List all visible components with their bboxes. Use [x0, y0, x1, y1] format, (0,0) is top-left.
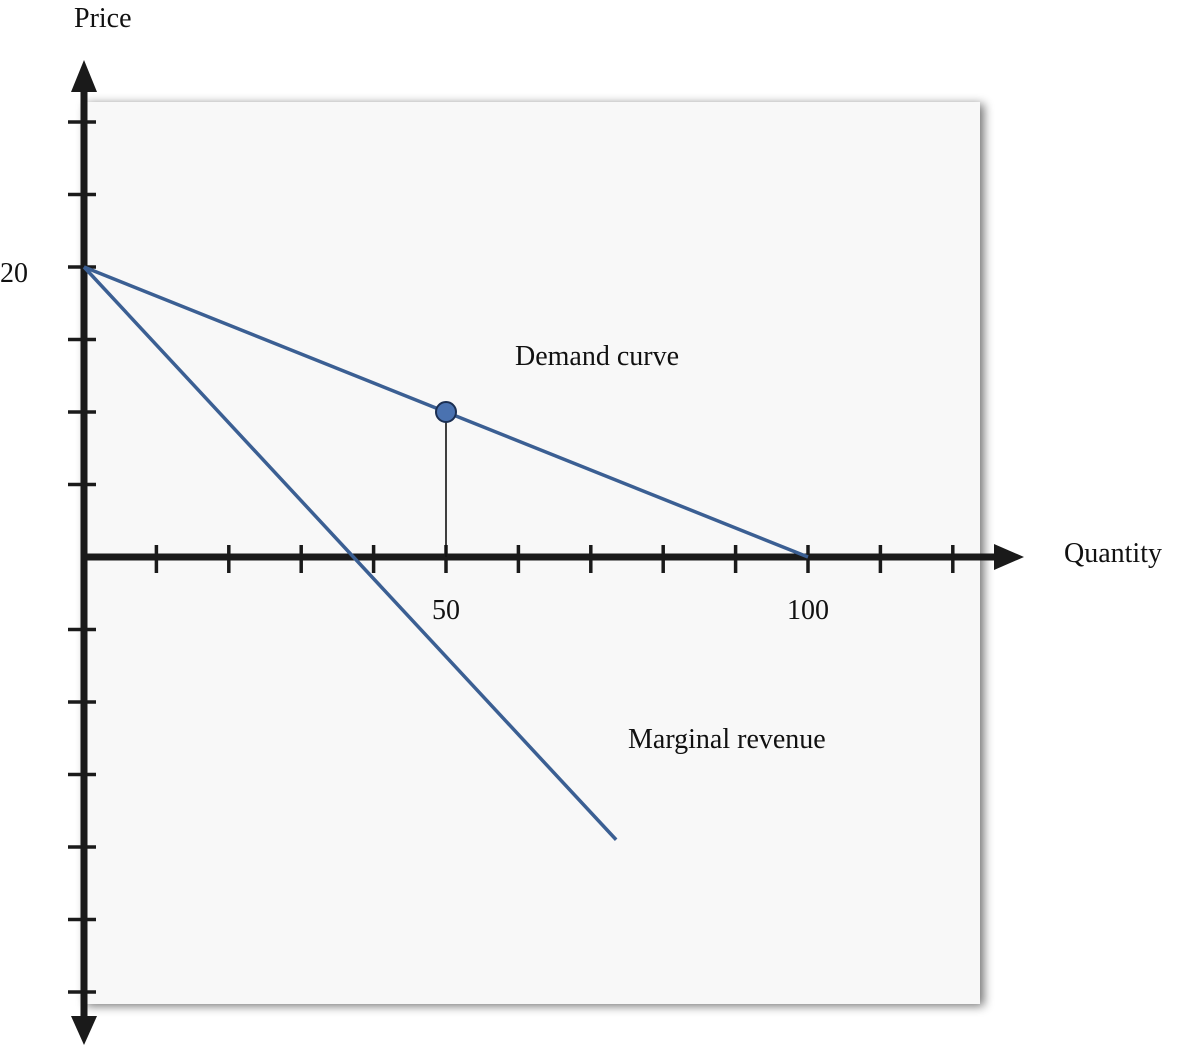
- x-axis-arrow: [994, 544, 1024, 570]
- profit-max-point: [435, 401, 457, 423]
- demand-curve-label: Demand curve: [515, 341, 679, 372]
- x-tick-label: 100: [787, 595, 829, 626]
- y-axis-arrow-top: [71, 60, 97, 92]
- plot-panel: [82, 102, 980, 1004]
- labels: Price Quantity 50 100 20 Demand curve Marginal…: [0, 3, 1162, 755]
- marginal-revenue-line: [82, 265, 618, 841]
- y-axis-arrow-bottom: [71, 1016, 97, 1045]
- marginal-revenue-label: Marginal revenue: [628, 724, 826, 755]
- curves: [82, 265, 809, 841]
- axes: [68, 60, 1024, 1045]
- y-axis-title: Price: [74, 3, 132, 34]
- x-tick-label: 50: [432, 595, 460, 626]
- x-axis-title: Quantity: [1064, 538, 1162, 569]
- y-tick-label: 20: [0, 258, 28, 289]
